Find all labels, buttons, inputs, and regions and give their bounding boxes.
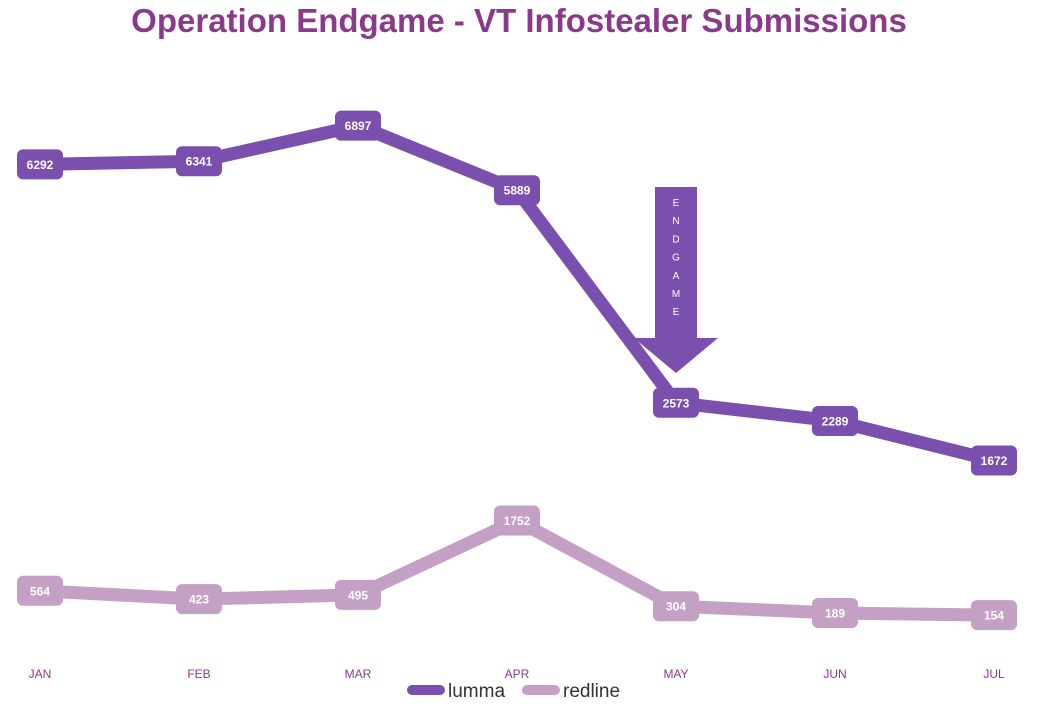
data-point-redline: 1752 — [494, 505, 540, 536]
data-label: 1752 — [504, 514, 531, 528]
annotation-letter: N — [672, 216, 679, 227]
annotation-letter: D — [672, 234, 679, 245]
data-label: 423 — [189, 593, 209, 607]
data-label-box — [17, 575, 63, 606]
legend-item-redline: redline — [522, 681, 620, 702]
data-label: 6897 — [345, 119, 372, 133]
annotation-letter: E — [673, 307, 680, 318]
x-tick-label: JUN — [823, 667, 846, 681]
data-point-redline: 564 — [17, 575, 63, 606]
data-point-redline: 189 — [812, 598, 858, 629]
x-tick-label: MAY — [663, 667, 688, 681]
x-tick-label: APR — [505, 667, 530, 681]
legend-item-lumma: lumma — [407, 681, 505, 702]
annotation-letter: G — [672, 253, 680, 264]
data-point-lumma: 2573 — [653, 387, 699, 418]
data-label-box — [335, 579, 381, 610]
down-arrow-icon — [634, 187, 718, 373]
data-label-box — [971, 445, 1017, 476]
data-label-box — [812, 598, 858, 629]
legend: lumma redline — [407, 681, 620, 702]
data-label: 154 — [984, 609, 1004, 623]
data-label: 6341 — [186, 155, 213, 169]
data-label-box — [812, 405, 858, 436]
annotation-letter: M — [672, 289, 680, 300]
data-label: 189 — [825, 607, 845, 621]
data-point-lumma: 6897 — [335, 110, 381, 141]
data-point-lumma: 6341 — [176, 146, 222, 177]
data-label: 1672 — [981, 454, 1008, 468]
data-label: 564 — [30, 584, 50, 598]
annotation-letter: E — [673, 198, 680, 209]
data-label-box — [653, 387, 699, 418]
data-label: 495 — [348, 588, 368, 602]
data-label-box — [971, 600, 1017, 631]
data-label: 6292 — [27, 158, 54, 172]
data-label: 2289 — [822, 414, 849, 428]
data-label-layer: 6292 6341 6897 5889 2573 2289 1672 564 423 495 175… — [17, 110, 1017, 631]
x-tick-label: JUL — [983, 667, 1005, 681]
data-point-lumma: 1672 — [971, 445, 1017, 476]
chart-title: Operation Endgame - VT Infostealer Submi… — [131, 2, 907, 39]
data-label-box — [494, 175, 540, 206]
data-point-redline: 154 — [971, 600, 1017, 631]
data-label-box — [653, 591, 699, 622]
x-axis: JAN FEB MAR APR MAY JUN JUL — [29, 667, 1005, 681]
legend-label: lumma — [448, 681, 505, 702]
data-point-redline: 423 — [176, 584, 222, 615]
data-point-redline: 304 — [653, 591, 699, 622]
data-label-box — [17, 149, 63, 180]
data-point-lumma: 5889 — [494, 175, 540, 206]
data-point-lumma: 6292 — [17, 149, 63, 180]
legend-label: redline — [563, 681, 620, 702]
x-tick-label: MAR — [345, 667, 372, 681]
data-point-lumma: 2289 — [812, 405, 858, 436]
annotation-letter: A — [673, 271, 680, 282]
data-label-box — [335, 110, 381, 141]
x-tick-label: JAN — [29, 667, 52, 681]
data-label: 304 — [666, 600, 686, 614]
data-label-box — [176, 584, 222, 615]
data-label-box — [494, 505, 540, 536]
data-label: 5889 — [504, 184, 531, 198]
x-tick-label: FEB — [187, 667, 210, 681]
data-label-box — [176, 146, 222, 177]
data-point-redline: 495 — [335, 579, 381, 610]
data-label: 2573 — [663, 396, 690, 410]
